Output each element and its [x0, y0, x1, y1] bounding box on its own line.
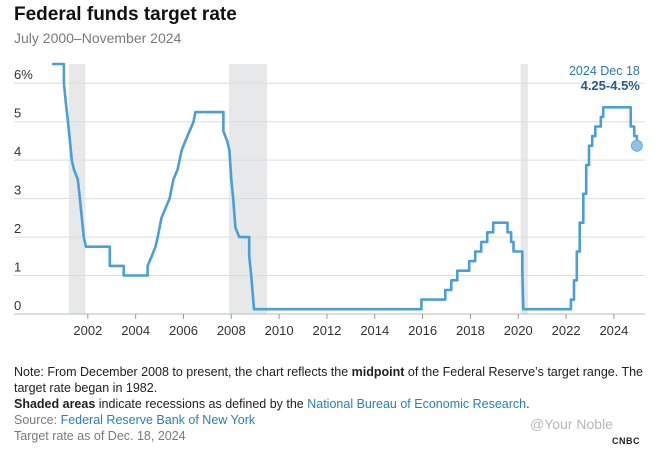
y-tick-label-0: 0	[14, 298, 21, 313]
x-tick-label-2010: 2010	[265, 323, 294, 338]
source-line: Source: Federal Reserve Bank of New York	[14, 412, 644, 428]
shaded-areas-note: Shaded areas indicate recessions as defi…	[14, 396, 644, 412]
note-text: Note: From December 2008 to present, the…	[14, 365, 352, 379]
nber-link[interactable]: National Bureau of Economic Research	[307, 397, 527, 411]
x-tick-label-2022: 2022	[552, 323, 581, 338]
x-tick-label-2012: 2012	[312, 323, 341, 338]
latest-rate-point	[630, 139, 643, 152]
as-of-line: Target rate as of Dec. 18, 2024	[14, 429, 186, 443]
recession-band-3	[520, 64, 528, 314]
x-tick-label-2024: 2024	[599, 323, 628, 338]
fed-funds-chart: 0 1 2 3 4 5 6% 2002 2004 2006 2008 2010 2012 2014 2016…	[14, 62, 645, 338]
x-tick-label-2008: 2008	[217, 323, 246, 338]
y-tick-label-6: 6%	[14, 67, 33, 82]
source-link[interactable]: Federal Reserve Bank of New York	[60, 413, 256, 427]
y-tick-label-5: 5	[14, 106, 21, 121]
x-tick-label-2002: 2002	[73, 323, 102, 338]
chart-notes: Note: From December 2008 to present, the…	[14, 364, 644, 444]
recession-band-1	[68, 64, 86, 314]
source-label: Source:	[14, 413, 61, 427]
x-tick-label-2020: 2020	[504, 323, 533, 338]
x-tick-label-2004: 2004	[121, 323, 150, 338]
chart-subtitle: July 2000–November 2024	[14, 30, 182, 46]
y-tick-label-2: 2	[14, 221, 21, 236]
x-tick-label-2006: 2006	[169, 323, 198, 338]
y-tick-label-3: 3	[14, 183, 21, 198]
y-tick-label-1: 1	[14, 260, 21, 275]
x-tick-label-2018: 2018	[456, 323, 485, 338]
note-bold: midpoint	[351, 365, 405, 379]
x-tick-label-2016: 2016	[408, 323, 437, 338]
annotation-date: 2024 Dec 18	[569, 64, 640, 78]
shaded-areas-end: .	[526, 397, 530, 411]
shaded-areas-text: indicate recessions as defined by the	[95, 397, 308, 411]
chart-title: Federal funds target rate	[14, 4, 237, 25]
note-text-end: of the Federal Reserve’s target range. T…	[14, 365, 643, 395]
note-line: Note: From December 2008 to present, the…	[14, 364, 644, 396]
annotation-value: 4.25-4.5%	[581, 78, 641, 93]
shaded-areas-label: Shaded areas	[14, 397, 96, 411]
x-tick-label-2014: 2014	[360, 323, 389, 338]
watermark-text: @Your Noble	[530, 416, 613, 432]
recession-band-2	[228, 64, 268, 314]
rate-series-line	[51, 62, 639, 311]
cnbc-logo: CNBC	[612, 436, 640, 446]
y-tick-label-4: 4	[14, 144, 21, 159]
